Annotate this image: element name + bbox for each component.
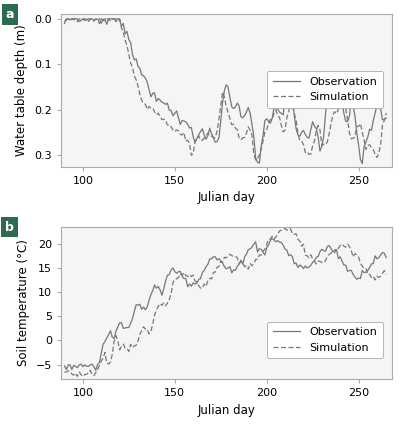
Y-axis label: Soil temperature (°C): Soil temperature (°C) <box>17 240 30 366</box>
Legend: Observation, Simulation: Observation, Simulation <box>267 71 383 108</box>
Text: a: a <box>5 8 14 21</box>
X-axis label: Julian day: Julian day <box>197 191 255 204</box>
X-axis label: Julian day: Julian day <box>197 404 255 416</box>
Y-axis label: Water table depth (m): Water table depth (m) <box>16 25 28 156</box>
Text: b: b <box>5 221 14 234</box>
Legend: Observation, Simulation: Observation, Simulation <box>267 322 383 358</box>
